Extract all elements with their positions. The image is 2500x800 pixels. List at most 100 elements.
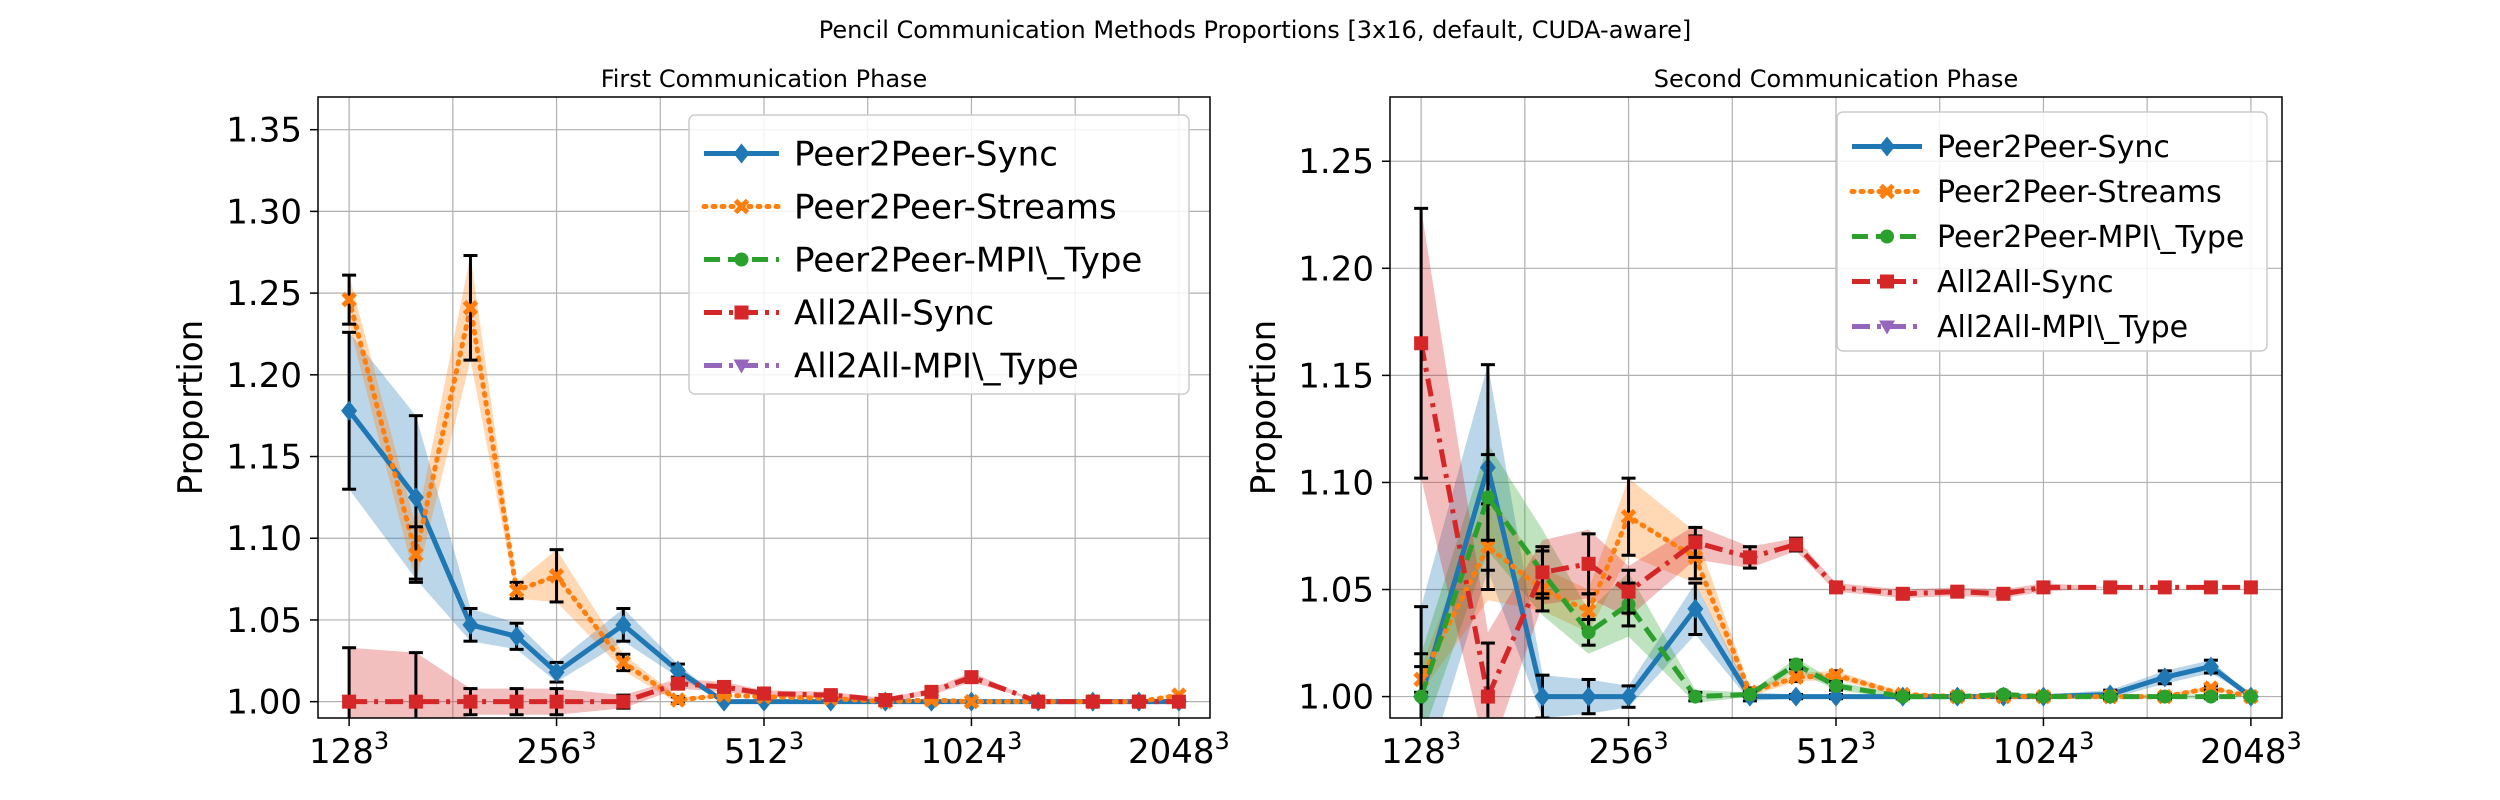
legend-marker-peer2peer-streams [733, 198, 750, 215]
figure-title: Pencil Communication Methods Proportions… [819, 16, 1691, 44]
data-point-peer2peer-sync [548, 662, 565, 683]
data-point-all2all-sync [2243, 580, 2258, 595]
data-point-peer2peer-sync [407, 487, 424, 508]
data-point-all2all-sync [1171, 694, 1186, 709]
confidence-band-peer2peer-mpi-type [1421, 443, 2251, 718]
data-point-peer2peer-streams [670, 692, 686, 708]
data-point-peer2peer-mpi-type [1996, 687, 2011, 702]
x-tick-base: 256 [1588, 732, 1653, 772]
data-point-all2all-sync [2157, 580, 2172, 595]
subplot-second-phase: Second Communication Phase Proportion 1.00… [1244, 65, 2302, 772]
data-point-all2all-sync [1621, 584, 1636, 599]
data-point-peer2peer-streams-stroke-b [670, 692, 686, 708]
legend-marker-peer2peer-mpi-type [1880, 229, 1894, 244]
x-tick-exponent: 3 [2287, 727, 2302, 755]
x-tick-label: 1283 [1381, 727, 1461, 772]
data-point-peer2peer-streams [1620, 508, 1637, 525]
x-tick-label: 20483 [2200, 727, 2302, 772]
y-tick-label: 1.35 [226, 111, 302, 151]
data-point-peer2peer-sync [508, 626, 525, 647]
data-point-peer2peer-streams-stroke-b [963, 693, 980, 710]
data-point-peer2peer-streams-stroke-b [1580, 603, 1597, 619]
x-tick-label: 2563 [516, 727, 596, 772]
y-tick-label: 1.05 [1298, 571, 1374, 611]
series-line-all2all-sync [349, 674, 1179, 705]
data-point-peer2peer-streams-stroke-b [1480, 538, 1496, 555]
x-tick-base: 1024 [921, 732, 1008, 772]
legend-item-all2all-sync: All2All-Sync [704, 293, 994, 333]
data-point-peer2peer-mpi-type [1895, 689, 1910, 704]
data-point-all2all-sync [2203, 580, 2218, 595]
legend-marker-peer2peer-sync [1879, 136, 1895, 157]
legend: Peer2Peer-Sync Peer2Peer-Streams Peer2Peer… [1836, 111, 2268, 352]
subplot-first-phase: First Communication PhaseProportion1.001… [171, 65, 1230, 772]
legend-marker-peer2peer-streams [1879, 183, 1895, 200]
data-point-all2all-sync [1031, 694, 1046, 709]
data-point-peer2peer-mpi-type [2036, 689, 2051, 704]
data-point-peer2peer-sync [1580, 686, 1597, 707]
data-point-all2all-sync [1131, 694, 1146, 709]
y-tick-label: 1.15 [226, 438, 302, 478]
data-point-all2all-sync [1414, 336, 1429, 351]
x-tick-label: 10243 [921, 727, 1023, 772]
data-point-all2all-sync [717, 679, 732, 694]
data-point-peer2peer-mpi-type [1742, 687, 1757, 702]
data-point-peer2peer-streams-stroke-b [548, 568, 565, 584]
legend-marker-peer2peer-mpi-type [734, 252, 749, 267]
data-point-all2all-sync [1480, 689, 1495, 704]
data-point-peer2peer-streams [1828, 667, 1844, 683]
data-point-peer2peer-mpi-type [1480, 490, 1495, 505]
legend-item-all2all-mpi-type: All2All-MPI\_Type [704, 346, 1079, 386]
subplot-title: First Communication Phase [601, 65, 928, 93]
data-point-peer2peer-streams-stroke-b [341, 291, 357, 308]
data-point-all2all-sync [408, 694, 423, 709]
x-tick-base: 1024 [1993, 732, 2080, 772]
legend-item-all2all-sync: All2All-Sync [1852, 265, 2114, 300]
y-tick-label: 1.20 [1298, 249, 1374, 289]
legend-item-peer2peer-sync: Peer2Peer-Sync [1852, 130, 2170, 165]
data-point-all2all-sync [670, 676, 685, 691]
x-tick-exponent: 3 [1446, 727, 1461, 755]
data-point-peer2peer-streams [963, 693, 980, 710]
data-point-peer2peer-sync [341, 400, 358, 421]
x-tick-base: 512 [1796, 732, 1861, 772]
x-tick-exponent: 3 [1861, 727, 1876, 755]
x-tick-exponent: 3 [374, 727, 389, 755]
data-point-all2all-sync [1950, 584, 1965, 599]
legend-marker-all2all-mpi-type [1879, 320, 1895, 335]
data-point-peer2peer-streams [462, 300, 479, 316]
y-tick-label: 1.25 [1298, 142, 1374, 182]
data-point-all2all-sync [1535, 565, 1550, 580]
x-tick-base: 256 [516, 732, 581, 772]
legend-marker-all2all-mpi-type [733, 359, 750, 374]
legend-marker-all2all-sync [1880, 274, 1894, 289]
data-point-all2all-sync [549, 694, 564, 709]
y-axis-label: Proportion [171, 320, 211, 495]
data-point-all2all-sync [342, 694, 357, 709]
data-point-all2all-sync [2036, 580, 2051, 595]
axes-frame [1389, 96, 2283, 719]
x-tick-exponent: 3 [789, 727, 804, 755]
legend-label-peer2peer-streams: Peer2Peer-Streams [1937, 175, 2222, 210]
data-point-peer2peer-mpi-type [1950, 689, 1965, 704]
data-point-peer2peer-sync [1620, 686, 1637, 707]
x-tick-base: 2048 [2200, 732, 2287, 772]
legend-marker-peer2peer-streams-stroke-b [1879, 183, 1895, 200]
legend-item-peer2peer-sync: Peer2Peer-Sync [704, 134, 1058, 174]
data-point-all2all-sync [757, 686, 771, 701]
x-tick-label: 10243 [1993, 727, 2095, 772]
data-point-peer2peer-mpi-type [2157, 689, 2172, 704]
y-tick-label: 1.00 [1298, 678, 1374, 718]
x-tick-exponent: 3 [1215, 727, 1230, 755]
data-point-all2all-sync [1829, 580, 1843, 595]
data-point-all2all-sync [878, 693, 893, 708]
data-point-all2all-sync [1789, 537, 1804, 552]
data-point-peer2peer-streams-stroke-b [462, 300, 479, 316]
y-tick-label: 1.30 [226, 192, 302, 232]
data-point-peer2peer-mpi-type [2103, 689, 2118, 704]
data-point-peer2peer-sync [669, 660, 686, 681]
data-point-all2all-sync [1996, 586, 2011, 601]
legend-label-peer2peer-streams: Peer2Peer-Streams [794, 187, 1117, 227]
data-point-peer2peer-streams [508, 582, 525, 599]
